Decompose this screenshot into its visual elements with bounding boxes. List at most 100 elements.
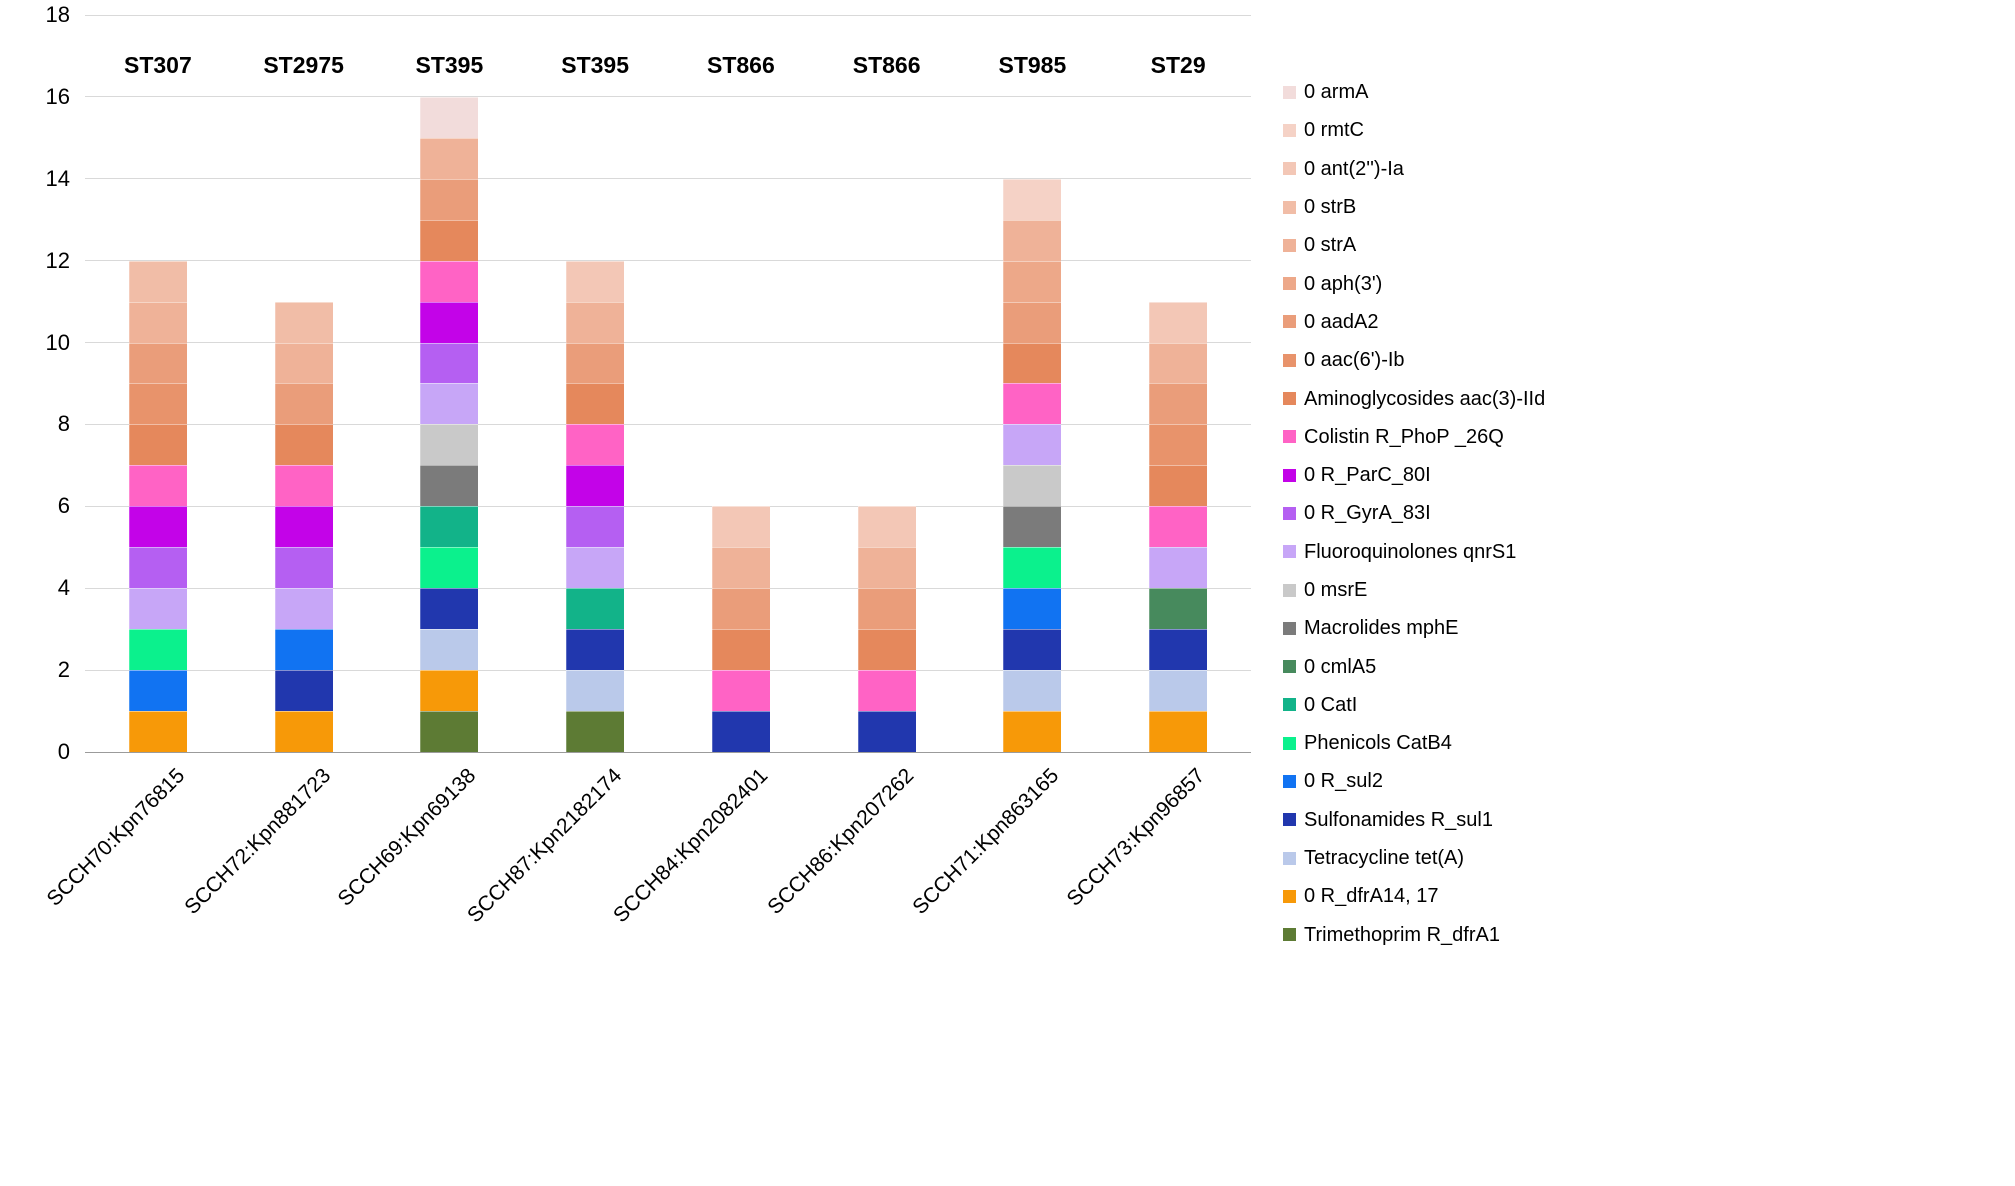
bar-segment-ant2Ia — [857, 506, 916, 548]
bar-segment-qnrS1 — [1003, 424, 1062, 466]
legend-swatch — [1283, 506, 1296, 520]
bar-segment-aac3IId — [1149, 465, 1208, 507]
bar-segment-strA — [274, 342, 333, 384]
st-group-label: ST395 — [415, 52, 484, 78]
legend-label: 0 rmtC — [1304, 119, 1364, 142]
bar-segment-strA — [711, 547, 770, 589]
y-gridline — [85, 14, 1251, 16]
y-axis-tick-label: 18 — [45, 2, 70, 27]
x-axis-category-label: SCCH86:Kpn207262 — [762, 764, 918, 919]
bar-segment-aph3 — [1003, 260, 1062, 302]
legend-item-CatI: 0 CatI — [1283, 686, 1545, 724]
bar-segment-GyrA — [420, 342, 479, 384]
legend-label: Fluoroquinolones qnrS1 — [1304, 540, 1517, 563]
x-axis-category-label: SCCH73:Kpn96857 — [1062, 764, 1210, 911]
x-axis-category-label: SCCH87:Kpn2182174 — [463, 764, 627, 928]
legend-label: 0 R_GyrA_83I — [1304, 502, 1431, 525]
legend-label: Trimethoprim R_dfrA1 — [1304, 923, 1500, 946]
legend-item-mphE: Macrolides mphE — [1283, 609, 1545, 647]
legend-item-rmtC: 0 rmtC — [1283, 111, 1545, 149]
legend-label: 0 cmlA5 — [1304, 655, 1377, 678]
bar-segment-msrE — [1003, 465, 1062, 507]
bar-segment-aac3IId — [711, 629, 770, 671]
y-gridline — [85, 669, 1251, 671]
bar-stack — [128, 260, 187, 752]
y-axis-tick-label: 4 — [57, 575, 70, 601]
bar-segment-strA — [857, 547, 916, 589]
legend-swatch — [1283, 889, 1296, 903]
legend-swatch — [1283, 928, 1296, 942]
legend-label: Sulfonamides R_sul1 — [1304, 808, 1493, 831]
bar-segment-PhoP — [420, 260, 479, 302]
bar-segment-PhoP — [1149, 506, 1208, 548]
st-group-label: ST866 — [706, 52, 775, 78]
legend-label: 0 aadA2 — [1304, 310, 1379, 333]
bar-segment-CatI — [566, 588, 625, 630]
y-gridline — [85, 423, 1251, 425]
legend-swatch — [1283, 545, 1296, 559]
bar-segment-GyrA — [566, 506, 625, 548]
legend-swatch — [1283, 85, 1296, 99]
legend-label: 0 CatI — [1304, 693, 1358, 716]
legend-item-cmlA5: 0 cmlA5 — [1283, 647, 1545, 685]
legend-label: Phenicols CatB4 — [1304, 732, 1452, 755]
bar-segment-aadA2 — [566, 342, 625, 384]
x-axis-category-label: SCCH84:Kpn2082401 — [608, 764, 773, 928]
legend-label: 0 strB — [1304, 196, 1357, 219]
y-axis-tick-label: 16 — [45, 83, 70, 109]
y-axis-tick-label: 2 — [57, 657, 70, 683]
bar-segment-msrE — [420, 424, 479, 466]
st-group-label: ST866 — [852, 52, 921, 78]
bar-segment-qnrS1 — [274, 588, 333, 630]
bar-segment-CatB4 — [128, 629, 187, 671]
bar-segment-PhoP — [128, 465, 187, 507]
bar-segment-ant2Ia — [566, 260, 625, 302]
bar-segment-sul1 — [566, 629, 625, 671]
y-gridline — [85, 587, 1251, 589]
legend-item-PhoP: Colistin R_PhoP _26Q — [1283, 418, 1545, 456]
bar-segment-sul1 — [274, 670, 333, 711]
bar-stack — [857, 506, 916, 752]
bar-segment-sul1 — [857, 711, 916, 752]
legend-swatch — [1283, 123, 1296, 137]
legend-label: 0 aac(6')-Ib — [1304, 349, 1405, 372]
bar-segment-CatB4 — [420, 547, 479, 589]
legend-label: Macrolides mphE — [1304, 617, 1459, 640]
bar-segment-aac3IId — [274, 424, 333, 466]
bar-stack — [274, 301, 333, 752]
legend-item-CatB4: Phenicols CatB4 — [1283, 724, 1545, 762]
legend-label: 0 aph(3') — [1304, 272, 1383, 295]
bar-segment-aadA2 — [711, 588, 770, 630]
legend-item-aac6Ib: 0 aac(6')-Ib — [1283, 341, 1545, 379]
y-gridline — [85, 260, 1251, 262]
bar-stack — [420, 96, 479, 752]
legend-item-ParC: 0 R_ParC_80I — [1283, 456, 1545, 494]
x-axis-line — [85, 751, 1251, 753]
bar-segment-ParC — [274, 506, 333, 548]
bar-segment-aac3IId — [857, 629, 916, 671]
legend-swatch — [1283, 813, 1296, 827]
bar-segment-ant2Ia — [1149, 301, 1208, 343]
bar-segment-sul2 — [1003, 588, 1062, 630]
bar-stack — [566, 260, 625, 752]
legend: 0 armA 0 rmtC 0 ant(2'')-Ia 0 strB 0 strA 0 a… — [1283, 73, 1545, 954]
legend-swatch — [1283, 851, 1296, 865]
bar-segment-strA — [566, 301, 625, 343]
bar-segment-dfrA1 — [566, 710, 625, 752]
bar-segment-rmtC — [1003, 178, 1062, 220]
legend-item-aadA2: 0 aadA2 — [1283, 303, 1545, 341]
bar-segment-CatI — [420, 506, 479, 548]
legend-item-msrE: 0 msrE — [1283, 571, 1545, 609]
bar-segment-aac3IId — [566, 383, 625, 425]
legend-label: Aminoglycosides aac(3)-IId — [1304, 387, 1546, 410]
legend-swatch — [1283, 315, 1296, 329]
bar-segment-strB — [128, 260, 187, 302]
bar-segment-qnrS1 — [420, 383, 479, 425]
legend-swatch — [1283, 238, 1296, 252]
bar-segment-ParC — [420, 301, 479, 343]
bar-segment-cmlA5 — [1149, 588, 1208, 630]
bar-segment-tetA — [566, 670, 625, 711]
bar-segment-ant2Ia — [711, 506, 770, 548]
st-group-label: ST985 — [998, 52, 1067, 78]
